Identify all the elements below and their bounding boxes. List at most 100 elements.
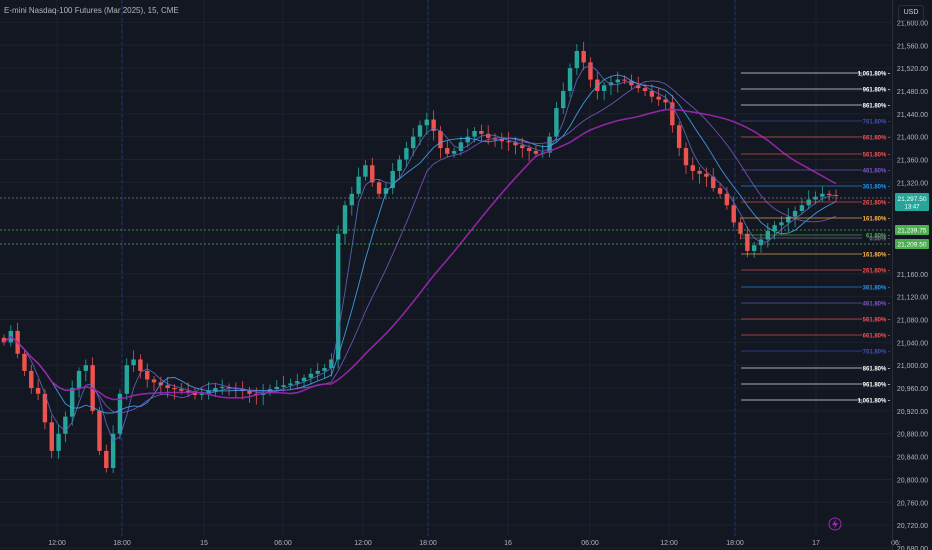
lightning-icon	[828, 517, 842, 531]
candle-body	[588, 62, 593, 80]
fib-level-label: 1,061.80% -	[858, 72, 890, 78]
moving-average-line	[3, 80, 837, 414]
candle-body	[472, 130, 477, 137]
candle-body	[581, 50, 586, 63]
candle-body	[779, 222, 784, 226]
candle-body	[35, 388, 41, 394]
price-axis-label: 21,440.00	[897, 112, 928, 119]
candle-body	[83, 365, 89, 371]
candle-body	[642, 88, 648, 91]
candle-body	[29, 370, 34, 389]
fib-level-label: 361.80% -	[863, 185, 890, 191]
candle-body	[636, 85, 641, 89]
level-tag-upper-value: 21,239.75	[898, 228, 927, 235]
candle-body	[670, 102, 675, 126]
candle-body	[56, 433, 61, 451]
time-axis-label: 16	[504, 540, 512, 547]
fib-level-label: 461.80% -	[863, 169, 890, 175]
candle-body	[485, 133, 491, 138]
candle-body	[601, 85, 607, 91]
price-axis-label: 21,560.00	[897, 43, 928, 50]
price-axis-label: 20,920.00	[897, 409, 928, 416]
candle-body	[370, 165, 375, 183]
candle-body	[390, 170, 395, 189]
candle-body	[301, 377, 307, 382]
price-axis-label: 21,120.00	[897, 295, 928, 302]
candle-body	[622, 79, 627, 81]
fib-level-label: 161.80% -	[863, 253, 890, 259]
candle-body	[676, 125, 682, 149]
candle-body	[397, 159, 402, 171]
time-axis-label: 18:00	[113, 540, 131, 547]
price-axis-label: 21,480.00	[897, 89, 928, 96]
current-price-value: 21,297.50	[898, 196, 927, 203]
price-axis-label: 20,720.00	[897, 523, 928, 530]
candle-body	[656, 96, 661, 100]
price-axis-separator	[892, 0, 893, 550]
moving-average-line	[3, 74, 837, 414]
candle-body	[772, 225, 777, 231]
fib-level-label: 0.00% -	[869, 237, 890, 243]
candle-body	[192, 392, 198, 395]
candle-body	[349, 193, 355, 206]
candle-body	[151, 379, 157, 383]
candle-body	[145, 370, 150, 380]
price-axis-label: 21,320.00	[897, 180, 928, 187]
fib-level-label: 961.80% -	[863, 88, 890, 94]
time-axis-label: 18:00	[726, 540, 744, 547]
candle-body	[506, 141, 511, 143]
candle-body	[820, 193, 825, 197]
fib-level-label: 61.80% -	[866, 234, 890, 240]
candle-body	[526, 148, 532, 151]
time-axis-label: 06:	[891, 540, 901, 547]
candle-body	[63, 416, 68, 434]
candle-body	[697, 170, 702, 174]
candle-body	[424, 119, 430, 126]
candle-body	[220, 386, 225, 389]
fib-level-label: 1,061.80% -	[858, 399, 890, 405]
candle-body	[717, 188, 723, 194]
fib-level-label: 661.80% -	[863, 334, 890, 340]
candle-body	[499, 139, 505, 142]
candle-body	[731, 205, 736, 223]
candle-body	[110, 433, 116, 469]
fib-level-label: 661.80% -	[863, 136, 890, 142]
time-axis-label: 12:00	[48, 540, 66, 547]
candle-body	[274, 386, 279, 390]
candle-body	[663, 99, 668, 103]
candle-body	[199, 393, 204, 395]
fib-level-label: 761.80% -	[863, 120, 890, 126]
candle-body	[431, 119, 436, 131]
fib-level-label: 361.80% -	[863, 286, 890, 292]
candle-body	[376, 182, 382, 194]
candle-body	[356, 176, 361, 194]
candle-body	[315, 370, 320, 374]
lightning-icon-glyph	[832, 519, 838, 529]
candle-body	[1, 337, 7, 343]
candle-body	[554, 108, 559, 137]
fib-level-label: 261.80% -	[863, 201, 890, 207]
currency-button[interactable]: USD	[898, 5, 924, 21]
candle-body	[826, 193, 832, 195]
candle-body	[533, 150, 539, 154]
candle-body	[738, 222, 743, 234]
candle-body	[363, 165, 368, 177]
candle-body	[383, 188, 389, 194]
candle-body	[69, 388, 75, 417]
fib-level-label: 461.80% -	[863, 302, 890, 308]
price-axis-label: 21,080.00	[897, 317, 928, 324]
price-axis-label: 20,840.00	[897, 455, 928, 462]
candle-body	[335, 233, 341, 360]
candle-body	[567, 68, 573, 91]
fib-level-label: 161.80% -	[863, 217, 890, 223]
level-tag-lower-value: 21,209.50	[898, 242, 927, 249]
candle-body	[172, 388, 177, 390]
candle-body	[479, 130, 484, 134]
current-price-tag	[895, 193, 929, 211]
candle-body	[179, 389, 184, 391]
candle-body	[42, 393, 48, 423]
candle-body	[165, 385, 170, 389]
candle-body	[76, 370, 82, 389]
